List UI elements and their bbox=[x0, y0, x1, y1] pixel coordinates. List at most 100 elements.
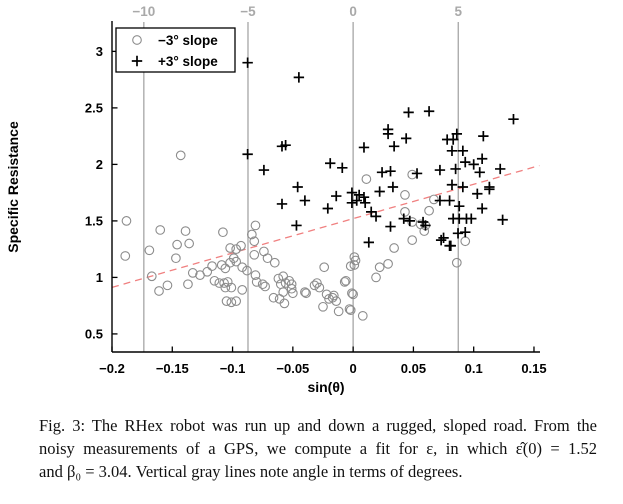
data-point-circle bbox=[357, 310, 368, 321]
data-point-plus bbox=[447, 134, 459, 145]
fit-line bbox=[111, 164, 540, 288]
data-point-plus bbox=[358, 191, 370, 203]
y-tick-label: 0.5 bbox=[85, 326, 103, 341]
data-point-plus bbox=[387, 181, 399, 193]
data-point-plus bbox=[331, 190, 342, 202]
data-point-circle bbox=[278, 287, 289, 297]
data-point-circle bbox=[209, 275, 220, 286]
data-point-circle bbox=[319, 262, 330, 273]
caption-line: Fig. 3: The RHex robot was run up and do… bbox=[39, 416, 597, 435]
x-tick-label: 0.15 bbox=[521, 361, 546, 376]
data-point-circle bbox=[171, 253, 181, 264]
data-point-circle bbox=[231, 244, 242, 255]
data-point-circle bbox=[429, 194, 439, 205]
data-point-plus bbox=[454, 201, 465, 212]
data-point-plus bbox=[460, 227, 471, 238]
data-point-circle bbox=[162, 280, 173, 291]
data-point-circle bbox=[225, 243, 236, 253]
data-point-circle bbox=[120, 251, 131, 261]
data-point-circle bbox=[183, 279, 193, 290]
data-point-circle bbox=[180, 226, 191, 236]
data-point-circle bbox=[273, 273, 284, 284]
data-point-circle bbox=[361, 174, 372, 184]
data-point-plus bbox=[450, 163, 461, 175]
data-point-plus bbox=[497, 214, 508, 225]
data-point-plus bbox=[508, 113, 519, 125]
degree-label: 5 bbox=[455, 4, 463, 19]
data-point-circle bbox=[218, 227, 228, 238]
data-point-plus bbox=[276, 198, 288, 210]
data-point-plus bbox=[474, 167, 485, 178]
data-point-circle bbox=[371, 272, 381, 283]
data-point-plus bbox=[446, 179, 458, 190]
data-point-circle bbox=[424, 205, 434, 216]
data-point-circle bbox=[400, 190, 410, 200]
data-point-plus bbox=[452, 228, 464, 239]
data-point-circle bbox=[286, 283, 297, 294]
data-point-circle bbox=[314, 282, 325, 293]
data-point-plus bbox=[376, 167, 388, 178]
data-point-circle bbox=[389, 243, 399, 253]
data-point-plus bbox=[466, 213, 477, 224]
data-point-plus bbox=[434, 164, 446, 176]
data-point-plus bbox=[420, 220, 431, 231]
data-point-circle bbox=[250, 270, 261, 281]
legend-marker-plus bbox=[131, 55, 143, 67]
data-point-circle bbox=[301, 288, 311, 299]
data-point-plus bbox=[337, 162, 348, 173]
y-tick-label: 3 bbox=[96, 44, 103, 59]
data-point-circle bbox=[407, 235, 418, 245]
data-point-circle bbox=[226, 297, 237, 308]
data-point-circle bbox=[279, 298, 290, 309]
data-point-circle bbox=[374, 262, 385, 273]
data-point-plus bbox=[358, 142, 370, 153]
data-point-plus bbox=[478, 130, 489, 142]
data-point-plus bbox=[435, 234, 447, 246]
data-point-circle bbox=[242, 265, 252, 276]
caption-line: noisy measurements of a GPS, we compute … bbox=[39, 439, 597, 458]
data-point-plus bbox=[476, 153, 488, 164]
y-tick-label: 1 bbox=[96, 270, 103, 285]
data-point-plus bbox=[434, 195, 446, 206]
data-point-plus bbox=[242, 57, 253, 68]
data-point-plus bbox=[468, 159, 479, 170]
figure-caption: Fig. 3: The RHex robot was run up and do… bbox=[39, 414, 597, 483]
data-point-plus bbox=[457, 181, 469, 193]
data-point-circle bbox=[236, 240, 246, 251]
x-tick-label: 0.05 bbox=[401, 361, 426, 376]
data-point-circle bbox=[400, 207, 410, 217]
data-point-plus bbox=[403, 107, 414, 118]
data-point-circle bbox=[269, 257, 280, 268]
data-point-plus bbox=[363, 237, 374, 248]
y-tick-label: 2.5 bbox=[85, 100, 103, 115]
data-point-plus bbox=[293, 72, 305, 83]
y-tick-label: 2 bbox=[96, 157, 103, 172]
data-point-plus bbox=[242, 149, 253, 160]
data-point-plus bbox=[484, 184, 495, 195]
x-tick-label: −0.15 bbox=[156, 361, 189, 376]
x-tick-label: −0.1 bbox=[220, 361, 246, 376]
data-point-plus bbox=[411, 168, 423, 179]
data-point-plus bbox=[446, 145, 458, 157]
data-point-circle bbox=[187, 268, 198, 278]
data-point-circle bbox=[220, 263, 231, 274]
data-point-circle bbox=[220, 282, 231, 293]
degree-label: −5 bbox=[240, 4, 256, 19]
y-axis-label: Specific Resistance bbox=[5, 121, 21, 253]
scatter-plot: −10 −5 0 5 −0.2 −0.15 −0.1 −0.05 0 0.05 0.1 0.15 0.5… bbox=[5, 4, 547, 395]
data-point-circle bbox=[349, 260, 360, 270]
data-point-plus bbox=[366, 206, 377, 218]
data-point-circle bbox=[348, 289, 358, 300]
data-point-circle bbox=[312, 278, 322, 288]
x-tick-label: −0.05 bbox=[276, 361, 309, 376]
data-point-circle bbox=[383, 258, 393, 269]
data-point-circle bbox=[202, 266, 213, 277]
data-point-plus bbox=[444, 195, 455, 206]
data-point-plus bbox=[346, 187, 358, 198]
data-point-circle bbox=[460, 236, 471, 247]
data-point-circle bbox=[287, 288, 298, 299]
data-point-circle bbox=[231, 256, 242, 267]
data-point-circle bbox=[350, 255, 361, 266]
data-point-circle bbox=[207, 261, 217, 271]
